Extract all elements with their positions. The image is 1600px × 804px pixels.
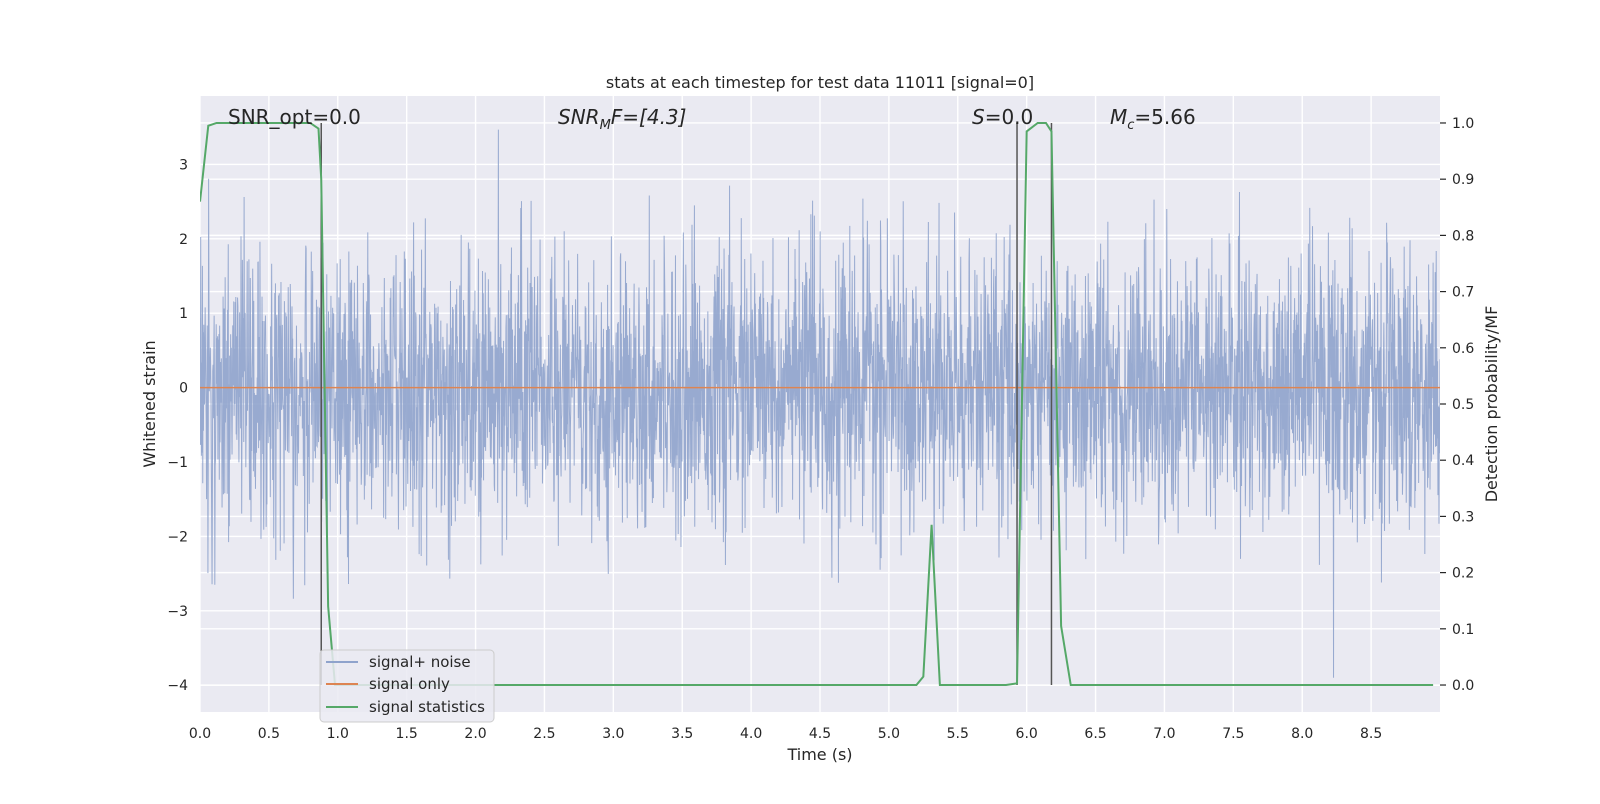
y-right-tick-label-0: 1.0 bbox=[1452, 116, 1474, 132]
x-tick-label-6: 3.0 bbox=[602, 726, 624, 742]
y-right-tick-label-6: 0.4 bbox=[1452, 453, 1474, 469]
series-signal-noise bbox=[200, 129, 1440, 678]
x-tick-label-13: 6.5 bbox=[1084, 726, 1106, 742]
x-tick-label-4: 2.0 bbox=[464, 726, 486, 742]
legend-label-signal-noise: signal+ noise bbox=[369, 653, 471, 671]
y-right-axis-ticks: 1.0 0.9 0.8 0.7 0.6 0.5 0.4 0.3 0.2 0.1 0.0 bbox=[1440, 116, 1474, 694]
x-tick-label-14: 7.0 bbox=[1153, 726, 1175, 742]
annotation-snr-opt: SNR_opt=0.0 bbox=[228, 105, 361, 129]
y-left-axis-ticks: 3 2 1 0 −1 −2 −3 −4 bbox=[167, 157, 188, 694]
y-left-tick-label-0: 3 bbox=[179, 157, 188, 173]
y-right-tick-label-3: 0.7 bbox=[1452, 285, 1474, 301]
y-left-tick-label-3: 0 bbox=[179, 381, 188, 397]
y-right-tick-label-2: 0.8 bbox=[1452, 228, 1474, 244]
x-tick-label-15: 7.5 bbox=[1222, 726, 1244, 742]
y-right-tick-label-1: 0.9 bbox=[1452, 172, 1474, 188]
x-tick-label-2: 1.0 bbox=[327, 726, 349, 742]
y-left-tick-label-1: 2 bbox=[179, 232, 188, 248]
x-tick-label-3: 1.5 bbox=[396, 726, 418, 742]
y-left-tick-label-2: 1 bbox=[179, 306, 188, 322]
y-left-tick-label-4: −1 bbox=[167, 455, 188, 471]
x-axis-ticks: 0.0 0.5 1.0 1.5 2.0 2.5 3.0 3.5 4.0 4.5 5.0 5.5 6.0 6… bbox=[189, 726, 1382, 742]
x-tick-label-9: 4.5 bbox=[809, 726, 831, 742]
x-tick-label-10: 5.0 bbox=[878, 726, 900, 742]
y-right-axis-label: Detection probability/MF bbox=[1482, 306, 1501, 503]
x-tick-label-16: 8.0 bbox=[1291, 726, 1313, 742]
y-right-tick-label-4: 0.6 bbox=[1452, 341, 1474, 357]
annotation-mc: Mc=5.66 bbox=[1110, 105, 1196, 133]
annotation-s: S=0.0 bbox=[972, 105, 1033, 129]
x-tick-label-5: 2.5 bbox=[533, 726, 555, 742]
chart-title: stats at each timestep for test data 110… bbox=[606, 73, 1034, 92]
x-tick-label-7: 3.5 bbox=[671, 726, 693, 742]
x-tick-label-17: 8.5 bbox=[1360, 726, 1382, 742]
line-signal-statistics bbox=[200, 121, 1434, 687]
y-left-tick-label-5: −2 bbox=[167, 529, 188, 545]
x-tick-label-1: 0.5 bbox=[258, 726, 280, 742]
x-tick-label-11: 5.5 bbox=[947, 726, 969, 742]
x-tick-label-12: 6.0 bbox=[1016, 726, 1038, 742]
y-right-tick-label-7: 0.3 bbox=[1452, 509, 1474, 525]
y-right-tick-label-8: 0.2 bbox=[1452, 566, 1474, 582]
legend-box bbox=[319, 649, 495, 723]
line-signal-noise bbox=[200, 129, 1440, 678]
y-left-tick-label-6: −3 bbox=[167, 604, 188, 620]
x-axis-label: Time (s) bbox=[786, 745, 852, 764]
x-tick-label-8: 4.0 bbox=[740, 726, 762, 742]
series-signal-statistics bbox=[200, 121, 1434, 687]
y-left-axis-label: Whitened strain bbox=[140, 340, 159, 467]
y-left-tick-label-7: −4 bbox=[167, 678, 188, 694]
legend-label-signal-only: signal only bbox=[369, 675, 450, 693]
y-right-tick-label-9: 0.1 bbox=[1452, 622, 1474, 638]
annotation-snr-mf: SNRMF=[4.3] bbox=[558, 105, 686, 133]
y-right-tick-label-10: 0.0 bbox=[1452, 678, 1474, 694]
legend-label-signal-statistics: signal statistics bbox=[369, 698, 485, 716]
legend: signal+ noise signal only signal statist… bbox=[319, 649, 495, 723]
y-right-tick-label-5: 0.5 bbox=[1452, 397, 1474, 413]
x-tick-label-0: 0.0 bbox=[189, 726, 211, 742]
